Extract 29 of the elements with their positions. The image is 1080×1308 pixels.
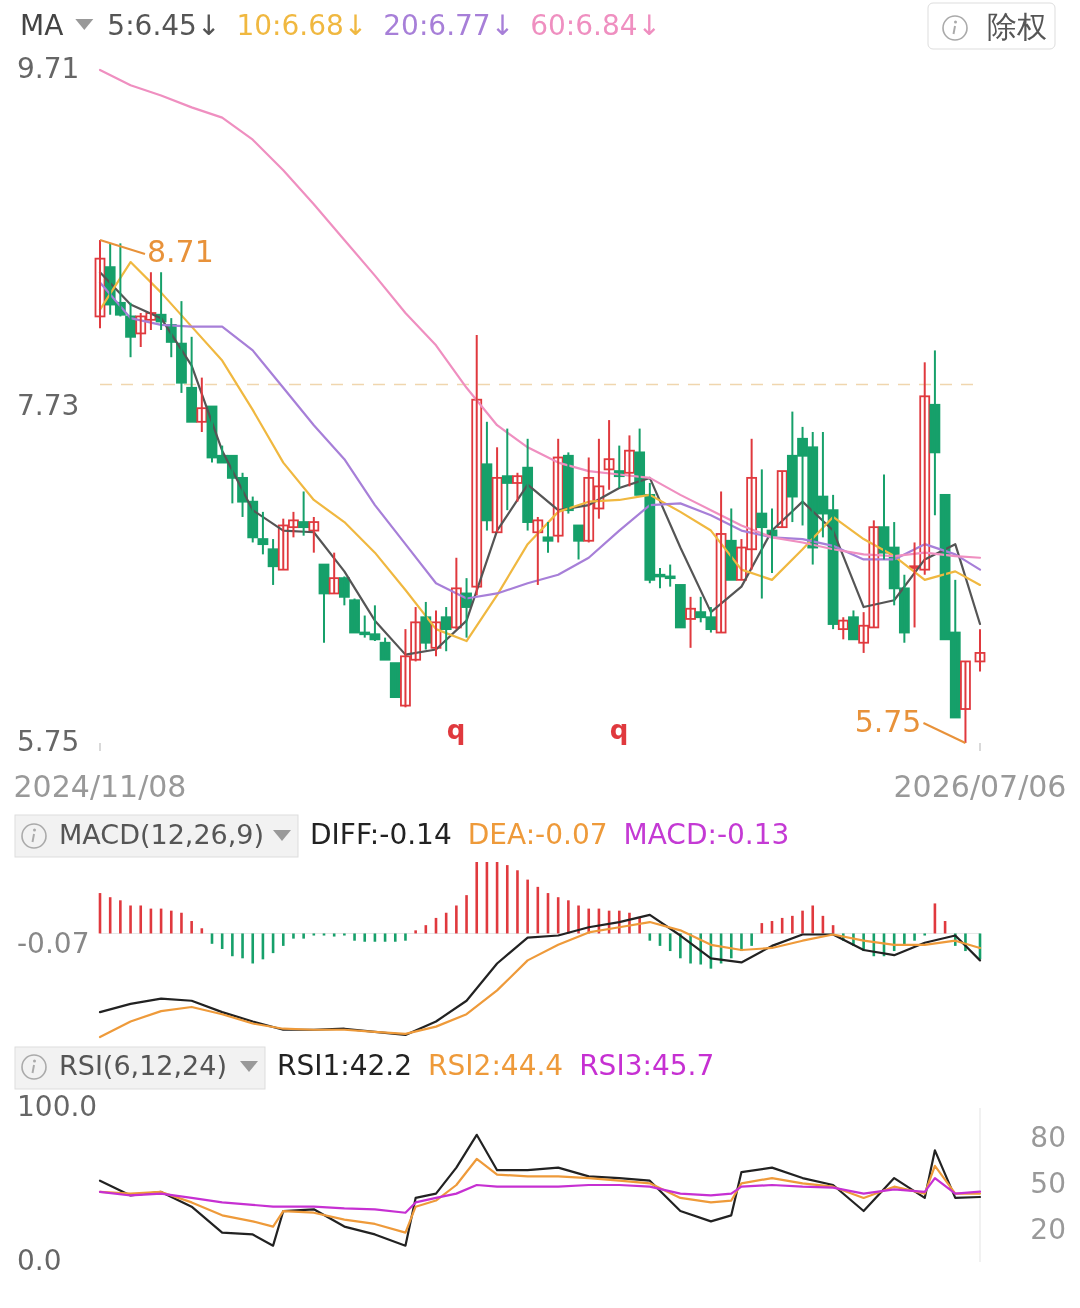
- text: 5:6.45↓: [107, 9, 221, 42]
- text: MACD:-0.13: [623, 818, 790, 851]
- text: RSI3:45.7: [579, 1049, 715, 1082]
- y-tick-label: 7.73: [17, 388, 80, 422]
- text: 60:6.84↓: [530, 9, 661, 42]
- y2-tick-label: 20: [1030, 1213, 1066, 1247]
- y-tick-label: 9.71: [17, 52, 80, 85]
- text: DEA:-0.07: [467, 818, 608, 851]
- text: RSI1:42.2: [277, 1049, 413, 1082]
- y2-tick-label: 50: [1030, 1167, 1066, 1200]
- annotation: 8.71: [147, 234, 214, 270]
- legend-title: MA: [20, 9, 64, 42]
- y-tick-label: 100.0: [17, 1090, 98, 1123]
- text: 10:6.68↓: [236, 9, 368, 42]
- chart-title: MACD(12,26,9): [59, 818, 265, 850]
- y2-tick-label: 80: [1030, 1120, 1066, 1154]
- text: RSI2:44.4: [428, 1049, 564, 1082]
- y-tick-label: 5.75: [17, 725, 80, 758]
- text: -0.07: [17, 927, 90, 960]
- x-tick-label: 2024/11/08: [13, 768, 187, 804]
- annotation: q: [446, 714, 466, 745]
- x-tick-label: 2026/07/06: [893, 768, 1067, 804]
- text: DIFF:-0.14: [310, 818, 452, 851]
- text: 20:6.77↓: [383, 9, 515, 42]
- annotation: 5.75: [854, 703, 922, 739]
- y-tick-label: 0.0: [17, 1244, 62, 1277]
- annotation: q: [609, 714, 629, 745]
- text: 除权: [987, 8, 1047, 44]
- chart-title: RSI(6,12,24): [59, 1049, 227, 1081]
